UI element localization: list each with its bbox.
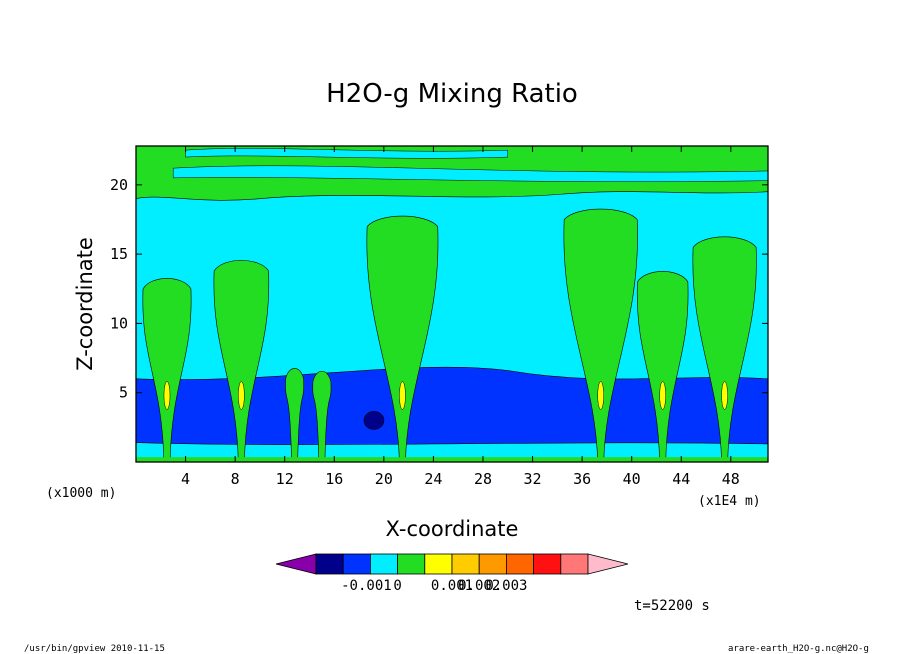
x-tick-label: 20 (375, 470, 393, 488)
x-tick-label: 32 (524, 470, 542, 488)
y-tick-label: 10 (110, 314, 128, 332)
dark-core (363, 411, 385, 430)
peak-streak (163, 381, 171, 410)
colorbar-cell (397, 553, 426, 575)
colorbar-lower-arrow (275, 553, 317, 575)
x-tick-label: 8 (231, 470, 240, 488)
y-tick-label: 20 (110, 176, 128, 194)
peak-streak (659, 381, 666, 410)
x-tick-label: 48 (722, 470, 740, 488)
dry-band-top (185, 148, 509, 159)
colorbar-cell (424, 553, 453, 575)
plot-area (136, 146, 768, 462)
footer-right: arare-earth_H2O-g.nc@H2O-g (728, 644, 869, 654)
colorbar-cell (560, 553, 589, 575)
colorbar-tick-label: -0.001 (341, 578, 392, 594)
plot-frame (135, 145, 769, 463)
moist-plume (366, 215, 439, 462)
x-unit-right: (x1E4 m) (698, 494, 761, 509)
x-tick-label: 44 (672, 470, 690, 488)
x-axis-label: X-coordinate (386, 517, 519, 541)
colorbar-upper-arrow (587, 553, 629, 575)
moist-plume (563, 208, 638, 462)
colorbar-cell (342, 553, 371, 575)
peak-streak (399, 381, 406, 410)
moist-plume (692, 236, 757, 462)
colorbar-cell (369, 553, 398, 575)
moist-plume (285, 368, 305, 462)
colorbar-cell (533, 553, 562, 575)
moist-plume (636, 271, 689, 462)
x-tick-label: 4 (181, 470, 190, 488)
x-tick-label: 40 (623, 470, 641, 488)
chart-title: H2O-g Mixing Ratio (326, 79, 578, 109)
y-axis: 5 10 15 20 (110, 176, 768, 402)
colorbar-tick-label: 0.001 (431, 578, 473, 594)
x-tick-label: 28 (474, 470, 492, 488)
moist-plume (142, 278, 192, 462)
y-axis-label: Z-coordinate (73, 237, 97, 371)
time-label: t=52200 s (634, 598, 710, 614)
moist-strip-bottom (136, 457, 768, 462)
x-unit-left: (x1000 m) (46, 486, 116, 501)
colorbar-cell (505, 553, 534, 575)
x-tick-label: 16 (325, 470, 343, 488)
peak-streak (597, 381, 604, 410)
colorbar-tick-label: 0.003 (485, 578, 527, 594)
y-tick-label: 15 (110, 245, 128, 263)
colorbar-tick-label: 0 (393, 578, 401, 594)
x-tick-label: 24 (424, 470, 442, 488)
dry-band-upper (172, 165, 768, 182)
moist-plume (312, 370, 332, 462)
x-tick-label: 12 (276, 470, 294, 488)
colorbar-cell (478, 553, 507, 575)
peak-streak (238, 381, 245, 410)
x-axis: 4 8 12 16 20 24 28 32 36 40 44 48 (181, 146, 740, 488)
moist-plume (213, 260, 270, 462)
x-tick-label: 36 (573, 470, 591, 488)
colorbar-cell (451, 553, 480, 575)
colorbar-tick-label: 0.002 (458, 578, 500, 594)
footer-left: /usr/bin/gpview 2010-11-15 (24, 644, 165, 654)
colorbar-cell (315, 553, 344, 575)
peak-streak (721, 381, 728, 410)
y-tick-label: 5 (119, 384, 128, 402)
